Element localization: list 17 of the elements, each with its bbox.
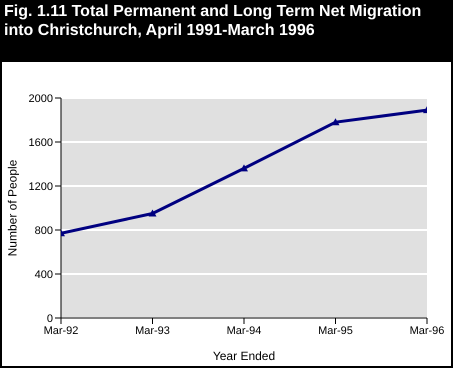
y-tick-label: 800	[34, 224, 53, 237]
y-tick-label: 1200	[28, 180, 53, 193]
x-tick-label: Mar-92	[44, 324, 78, 337]
y-tick-label: 1600	[28, 136, 53, 149]
x-tick-label: Mar-94	[226, 324, 262, 337]
y-tick-label: 400	[34, 268, 53, 281]
y-tick-label: 2000	[28, 92, 53, 105]
x-axis-title: Year Ended	[212, 349, 276, 363]
y-axis-title: Number of People	[5, 159, 20, 256]
point	[148, 210, 156, 216]
point	[240, 164, 248, 172]
chart-title: Fig. 1.11 Total Permanent and Long Term Net Migration into Christchurch, April 1991-March 1996	[0, 0, 453, 60]
x-tick-label: Mar-95	[318, 324, 353, 337]
x-tick-label: Mar-93	[135, 324, 170, 337]
x-tick-label: Mar-96	[410, 324, 444, 337]
point	[332, 118, 340, 126]
y-tick-label: 0	[46, 312, 53, 325]
